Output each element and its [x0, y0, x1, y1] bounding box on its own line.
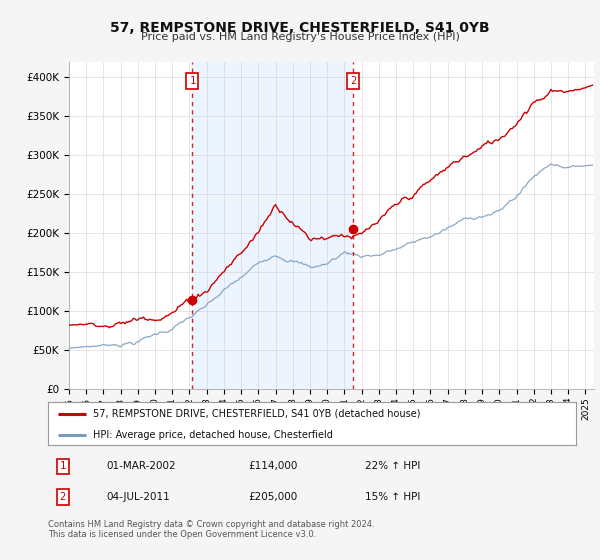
Text: 1: 1 [189, 76, 196, 86]
Text: 57, REMPSTONE DRIVE, CHESTERFIELD, S41 0YB: 57, REMPSTONE DRIVE, CHESTERFIELD, S41 0… [110, 21, 490, 35]
Text: 01-MAR-2002: 01-MAR-2002 [106, 461, 176, 472]
Text: 15% ↑ HPI: 15% ↑ HPI [365, 492, 420, 502]
Text: £205,000: £205,000 [248, 492, 298, 502]
Text: 57, REMPSTONE DRIVE, CHESTERFIELD, S41 0YB (detached house): 57, REMPSTONE DRIVE, CHESTERFIELD, S41 0… [93, 409, 421, 419]
Text: 22% ↑ HPI: 22% ↑ HPI [365, 461, 420, 472]
Text: Price paid vs. HM Land Registry's House Price Index (HPI): Price paid vs. HM Land Registry's House … [140, 32, 460, 43]
Text: 04-JUL-2011: 04-JUL-2011 [106, 492, 170, 502]
Text: 2: 2 [350, 76, 356, 86]
Bar [193, 62, 353, 389]
Text: HPI: Average price, detached house, Chesterfield: HPI: Average price, detached house, Ches… [93, 430, 333, 440]
Text: £114,000: £114,000 [248, 461, 298, 472]
Text: Contains HM Land Registry data © Crown copyright and database right 2024.
This d: Contains HM Land Registry data © Crown c… [48, 520, 374, 539]
Text: 2: 2 [59, 492, 66, 502]
Text: 1: 1 [59, 461, 66, 472]
